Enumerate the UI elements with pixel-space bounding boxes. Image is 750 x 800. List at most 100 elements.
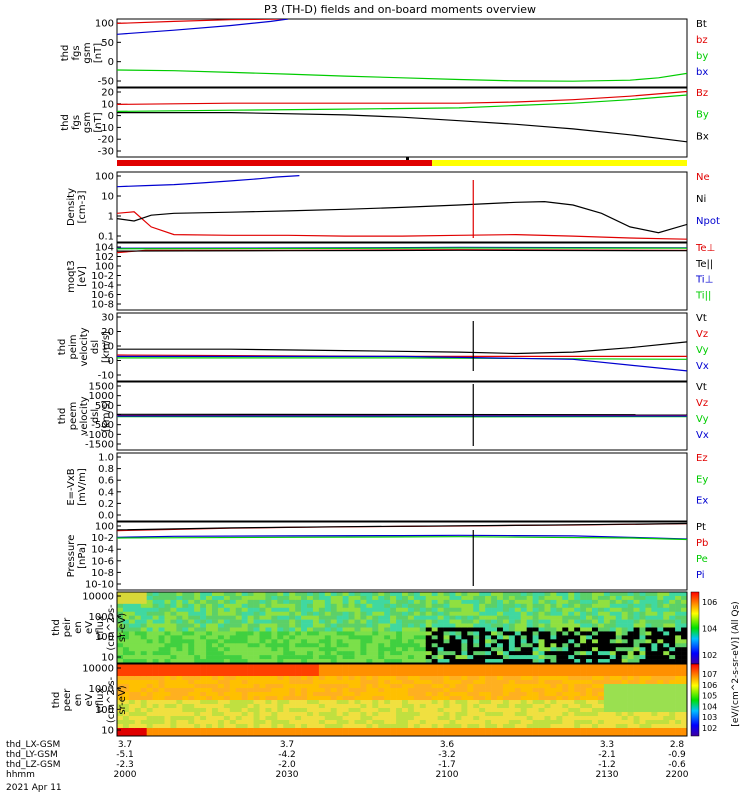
ytick-label: 0.1 [98,232,114,243]
footer-label: thd_LX-GSM [6,740,60,750]
footer-value: 3.7 [280,740,294,750]
ylabel: [nPa] [77,543,88,569]
ylabel: (cm^2-s- [106,604,117,651]
ytick-label: 0 [108,356,114,367]
footer-date: 2021 Apr 11 [6,783,62,793]
panel-frame [116,87,688,158]
ytick-label: -1500 [85,440,114,451]
panel-10: 10000 1000 100 10 thd peer en eV eflux (cm^2-s-sr… [51,663,688,737]
ylabel: thd [60,45,71,62]
ylabel: en [73,621,84,634]
ytick-label: 0.2 [98,499,114,510]
ylabel: E=-VxB [66,468,77,505]
ytick-label: -500 [91,420,114,431]
colorbar-label: [eV/(cm^2-s-sr-eV)] (All Qs) [731,601,741,726]
ylabel: gsm [82,42,93,63]
series-Pe [117,536,687,541]
footer-label: thd_LY-GSM [6,750,58,760]
series-Vt [117,341,687,355]
colorbar-tick: 103 [702,713,717,722]
ytick-label: 10-2 [91,533,114,544]
footer-value: -2.3 [116,760,134,770]
footer-value: 3.7 [118,740,132,750]
ylabel: moqt3 [66,260,77,293]
legend-Te||: Te|| [695,259,713,270]
ylabel: [mV/m] [77,468,88,506]
ylabel: gsm [82,112,93,133]
ytick-label: 0.0 [98,511,114,522]
ylabel: fgs [71,45,82,60]
ytick-label: 10-10 [85,580,114,591]
legend-Ni: Ni [696,194,706,205]
ytick-label: 20 [101,88,114,99]
ylabel: eflux [95,688,106,713]
ytick-label: 10-2 [91,271,114,282]
ylabel: (cm^2-s- [106,676,117,723]
ylabel: velocity [79,396,90,435]
legend-Ne: Ne [696,172,710,183]
colorbar-tick: 105 [702,692,717,701]
colorbar-tick: 102 [702,651,717,660]
series-Bz [117,90,687,105]
footer-value: -2.0 [278,760,296,770]
ytick-label: 102 [95,252,114,263]
series-By [117,94,687,112]
footer-value: -1.2 [598,760,616,770]
legend-Pb: Pb [696,538,708,549]
mode-bar-yellow [432,160,687,166]
ytick-label: 20 [101,327,114,338]
footer-value: 2100 [436,770,459,780]
colorbar-tick: 106 [702,598,717,607]
ytick-label: 100 [95,19,114,30]
ytick-label: 100 [95,172,114,183]
colorbar-tick: 104 [702,625,717,634]
footer-value: -4.2 [278,750,296,760]
footer-value: -5.1 [116,750,134,760]
panel-frame [116,452,688,522]
ylabel: dsl [90,409,101,423]
ytick-label: 1 [108,212,114,223]
ytick-label: 0 [108,111,114,122]
series-Pi [117,534,687,540]
footer-value: -0.6 [668,760,686,770]
ylabel: thd [60,114,71,131]
series-bx [117,19,289,35]
ytick-label: 100 [95,632,114,643]
footer-value: 3.3 [600,740,614,750]
panel-frame [116,591,688,664]
ytick-label: -10 [98,123,114,134]
series-bz [117,19,289,24]
ytick-label: 0.4 [98,487,114,498]
panel-1: 100 50 0 -50 thd fgs gsm [nT] Bt bz by bx [60,18,708,88]
footer-label: thd_LZ-GSM [6,760,61,770]
ytick-label: 0 [108,57,114,68]
ylabel: peim [68,334,79,359]
ylabel: sr-eV) [117,613,128,642]
legend-Ti||: Ti|| [695,290,711,301]
panel-frame [116,521,688,591]
ytick-label: -50 [98,77,114,88]
legend-Vt: Vt [696,313,707,324]
panel-7: 1.00.80.60.40.20.0 E=-VxB [mV/m] Ez Ey Ex [66,452,708,522]
ylabel: eV [84,693,95,706]
ylabel: thd [51,692,62,709]
ylabel: [nT] [93,43,104,63]
legend-Npot: Npot [696,216,720,227]
colorbar-ion [690,591,700,665]
panel-9: 10000 1000 100 10 thd peir en eV eflux (cm^2-s-sr… [51,591,688,664]
footer-value: -2.1 [598,750,616,760]
ytick-label: 10 [101,726,114,737]
colorbar-tick: 104 [702,702,717,711]
legend-by: by [696,51,708,62]
ytick-label: 100 [95,705,114,716]
legend-Vz: Vz [696,398,708,409]
ylabel: [nT] [93,112,104,132]
ylabel: [eV] [77,266,88,287]
ytick-label: 100 [95,262,114,273]
ytick-label: 10-6 [91,556,114,567]
ytick-label: 50 [101,38,114,49]
ytick-label: -30 [98,147,114,158]
